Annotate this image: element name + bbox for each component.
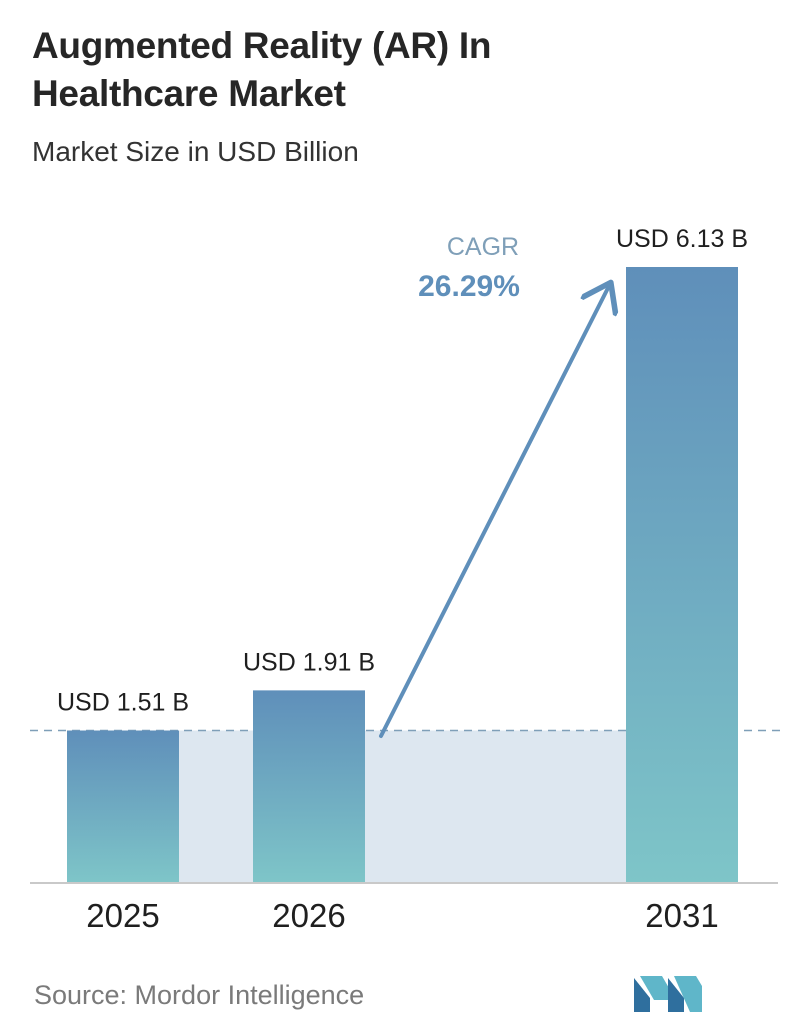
bar-2026	[253, 690, 365, 882]
cagr-value: 26.29%	[418, 270, 520, 303]
x-tick-label-2031: 2031	[645, 897, 718, 934]
bar-chart: USD 1.51 B 2025 USD 1.91 B 2026 USD 6.13 B 20…	[30, 225, 782, 934]
chart-subtitle: Market Size in USD Billion	[32, 136, 359, 167]
mordor-intelligence-logo-icon	[634, 976, 702, 1012]
value-label-2026: USD 1.91 B	[243, 648, 375, 676]
bar-2025	[67, 730, 179, 882]
bar-2031	[626, 267, 738, 882]
cagr-arrow	[379, 286, 609, 738]
source-note: Source: Mordor Intelligence	[34, 980, 365, 1010]
x-tick-label-2025: 2025	[86, 897, 159, 934]
chart-title: Augmented Reality (AR) In Healthcare Mar…	[32, 25, 492, 114]
x-tick-label-2026: 2026	[272, 897, 345, 934]
cagr-label: CAGR	[447, 233, 519, 261]
value-label-2025: USD 1.51 B	[57, 689, 189, 717]
value-label-2031: USD 6.13 B	[616, 225, 748, 253]
